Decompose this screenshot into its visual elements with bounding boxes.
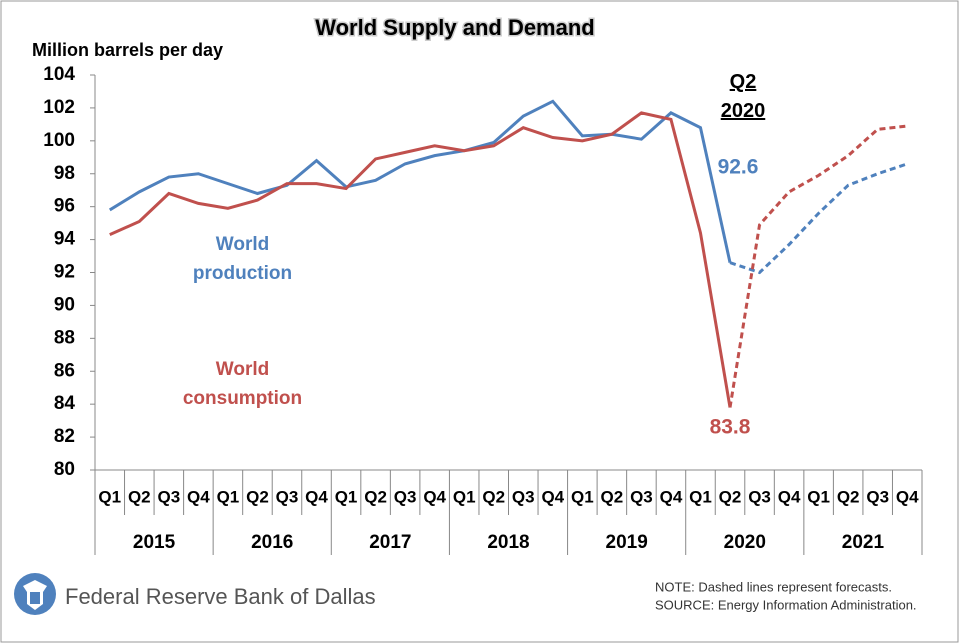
note: NOTE: Dashed lines represent forecasts. <box>655 579 892 594</box>
series-label: World consumption <box>182 359 303 409</box>
org-name: Federal Reserve Bank of Dallas <box>65 584 376 609</box>
x-tick-label: Q3 <box>866 487 889 506</box>
y-tick-label: 98 <box>54 163 75 184</box>
y-tick-label: 92 <box>54 262 75 283</box>
x-tick-label: Q2 <box>601 487 624 506</box>
annotation: Q2 2020 <box>720 71 766 122</box>
x-tick-label: Q1 <box>453 487 476 506</box>
x-tick-label: Q2 <box>719 487 742 506</box>
x-tick-label: Q1 <box>217 487 240 506</box>
x-tick-label: Q1 <box>571 487 594 506</box>
x-tick-label: Q4 <box>541 487 564 506</box>
x-tick-label: Q1 <box>98 487 121 506</box>
x-tick-label: Q4 <box>305 487 328 506</box>
source: SOURCE: Energy Information Administratio… <box>655 597 917 612</box>
x-tick-label: Q1 <box>335 487 358 506</box>
series-line <box>108 99 732 263</box>
x-tick-label: Q4 <box>896 487 919 506</box>
x-tick-label: Q3 <box>276 487 299 506</box>
value-label: 83.8 <box>710 416 751 439</box>
x-tick-label: Q2 <box>246 487 269 506</box>
value-label: 92.6 <box>718 156 759 179</box>
x-tick-label: Q1 <box>807 487 830 506</box>
y-tick-label: 90 <box>54 294 75 315</box>
x-tick-label: Q3 <box>512 487 535 506</box>
y-tick-label: 100 <box>43 130 75 151</box>
x-tick-label: Q2 <box>837 487 860 506</box>
x-group-label: 2016 <box>251 532 293 553</box>
x-tick-label: Q3 <box>394 487 417 506</box>
x-tick-label: Q2 <box>482 487 505 506</box>
x-group-label: 2015 <box>133 532 176 553</box>
y-tick-label: 86 <box>54 360 75 381</box>
x-tick-label: Q1 <box>689 487 712 506</box>
x-group-label: 2020 <box>724 532 766 553</box>
y-tick-label: 102 <box>43 97 75 118</box>
y-tick-label: 84 <box>54 393 76 414</box>
x-tick-label: Q2 <box>364 487 387 506</box>
y-tick-label: 94 <box>54 229 76 250</box>
x-tick-label: Q4 <box>187 487 210 506</box>
x-tick-label: Q4 <box>778 487 801 506</box>
forecast-line <box>728 124 908 408</box>
x-group-label: 2018 <box>487 532 529 553</box>
y-tick-label: 82 <box>54 426 75 447</box>
y-tick-label: 80 <box>54 459 75 480</box>
x-tick-label: Q3 <box>157 487 180 506</box>
x-group-label: 2021 <box>842 532 885 553</box>
y-tick-label: 104 <box>43 64 75 85</box>
series-label: World production <box>192 234 293 284</box>
y-tick-label: 88 <box>54 327 75 348</box>
x-tick-label: Q2 <box>128 487 151 506</box>
series-line <box>109 111 732 408</box>
x-tick-label: Q3 <box>630 487 653 506</box>
x-tick-label: Q3 <box>748 487 771 506</box>
x-group-label: 2017 <box>369 532 411 553</box>
x-tick-label: Q4 <box>660 487 683 506</box>
x-group-label: 2019 <box>606 532 648 553</box>
logo <box>14 573 56 615</box>
x-tick-label: Q4 <box>423 487 446 506</box>
chart-title: World Supply and Demand <box>315 15 595 40</box>
forecast-line <box>729 162 908 275</box>
y-tick-label: 96 <box>54 196 75 217</box>
y-axis-label: Million barrels per day <box>32 40 223 60</box>
